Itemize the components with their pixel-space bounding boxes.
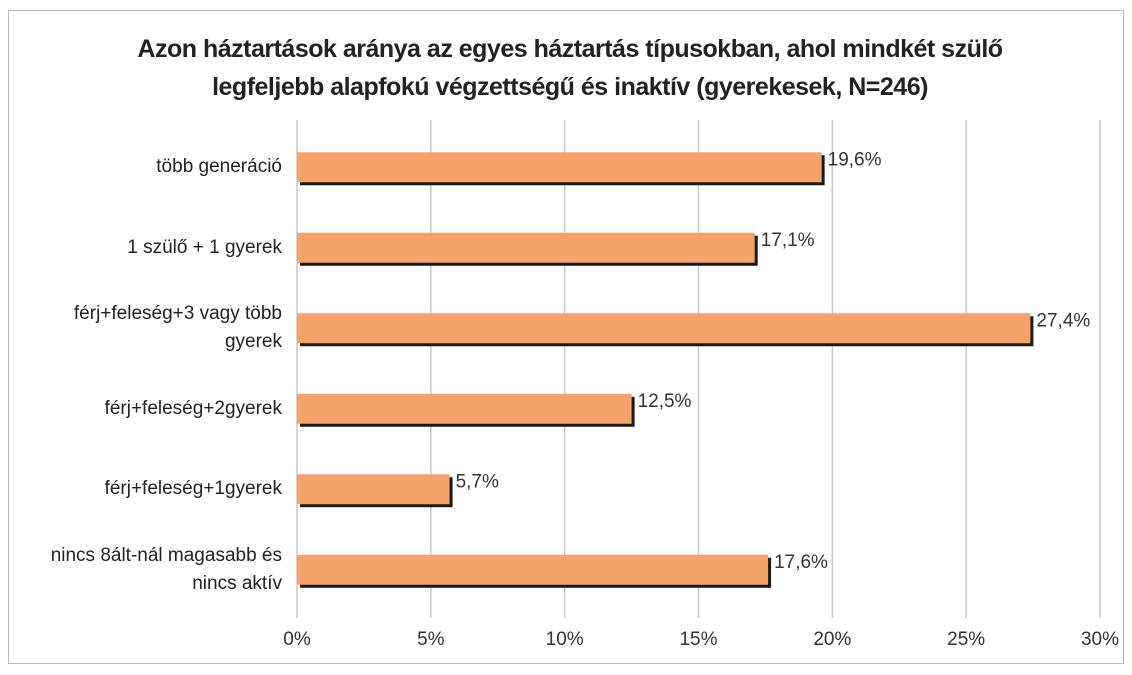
value-label: 19,6% [828, 149, 882, 170]
bar [297, 152, 822, 183]
value-label: 12,5% [638, 391, 692, 412]
bar [297, 474, 450, 505]
y-tick-label: férj+feleség+2gyerek [104, 397, 282, 419]
chart-frame [8, 10, 1124, 664]
bar [297, 232, 755, 263]
value-label: 5,7% [456, 471, 499, 492]
value-label: 17,6% [774, 552, 828, 573]
y-tick-label: nincs 8ált-nál magasabb és nincs aktív [50, 544, 282, 594]
y-tick-label: több generáció [156, 156, 282, 178]
bar [297, 313, 1031, 344]
value-label: 27,4% [1036, 310, 1090, 331]
y-tick-label: férj+feleség+1gyerek [104, 478, 282, 500]
x-tick-label: 20% [813, 629, 851, 650]
chart-title: Azon háztartások aránya az egyes háztart… [137, 35, 1003, 101]
x-tick-label: 10% [546, 629, 584, 650]
bar [297, 393, 632, 424]
value-label: 17,1% [761, 230, 815, 251]
bar [297, 554, 769, 585]
y-tick-label: 1 szülő + 1 gyerek [127, 236, 282, 258]
x-tick-label: 25% [947, 629, 985, 650]
x-tick-label: 15% [679, 629, 717, 650]
x-tick-label: 30% [1081, 629, 1119, 650]
x-tick-label: 5% [417, 629, 445, 650]
y-tick-label: férj+feleség+3 vagy több gyerek [73, 303, 282, 353]
x-tick-label: 0% [283, 629, 311, 650]
